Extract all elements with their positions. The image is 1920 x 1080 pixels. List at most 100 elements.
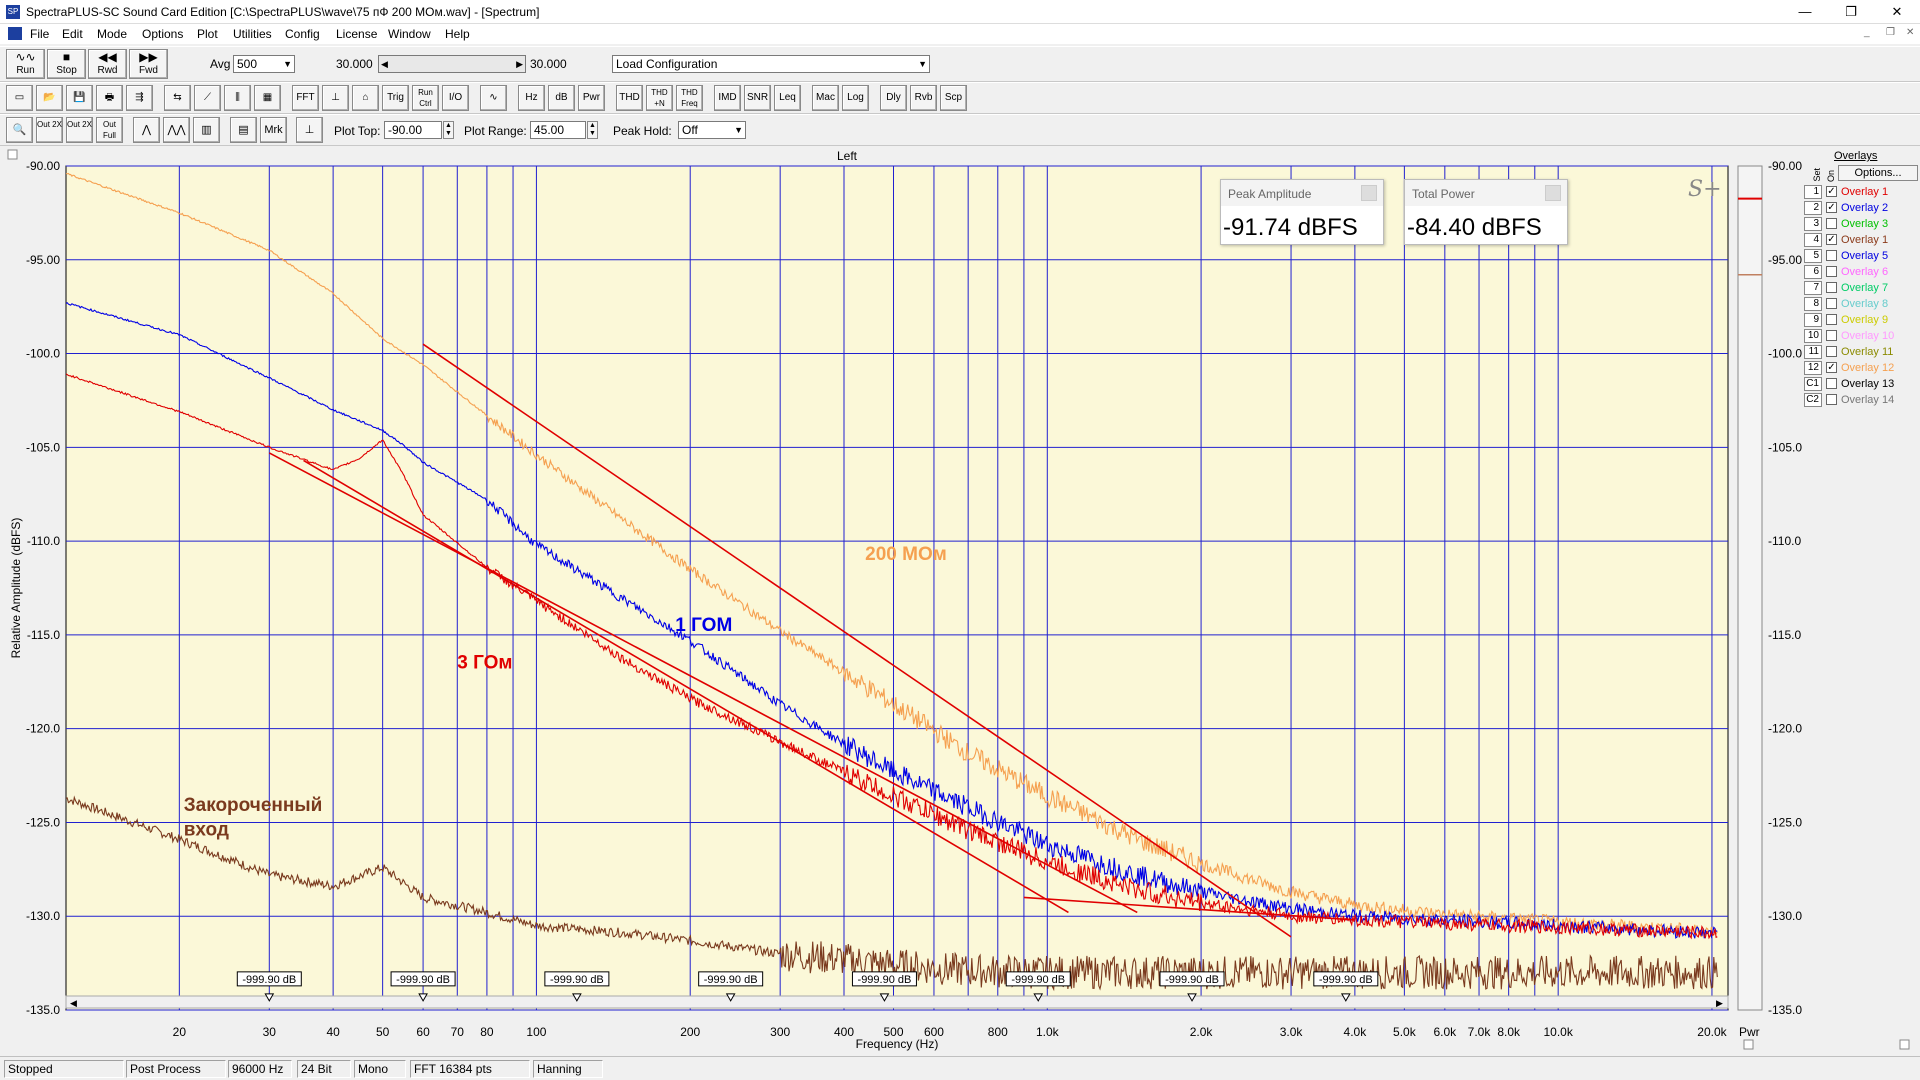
tool-14-button[interactable]: I/O — [442, 85, 469, 111]
tool-3-button[interactable]: 🖶 — [96, 85, 123, 111]
menu-config[interactable]: Config — [285, 27, 320, 41]
tool-28-button[interactable]: Rvb — [910, 85, 937, 111]
total-power-meter[interactable]: Total Power -84.40 dBFS — [1404, 179, 1568, 245]
overlay-options-button[interactable]: Options... — [1838, 165, 1918, 181]
overlay-set-button[interactable]: 5 — [1804, 249, 1822, 263]
marker-box[interactable] — [851, 971, 917, 987]
slider-left-arrow-icon[interactable]: ◀ — [381, 59, 388, 69]
minimize-button[interactable]: — — [1798, 4, 1812, 19]
overlay-checkbox[interactable] — [1826, 346, 1837, 357]
plot-tool-3-button[interactable]: Out Full — [96, 117, 123, 143]
tool-20-button[interactable]: THD +N — [646, 85, 673, 111]
plot-tool-7-button[interactable]: ▤ — [230, 117, 257, 143]
menu-utilities[interactable]: Utilities — [233, 27, 272, 41]
tool-7-button[interactable]: ⫼ — [224, 85, 251, 111]
tool-13-button[interactable]: Run Ctrl — [412, 85, 439, 111]
tool-5-button[interactable]: ⇆ — [164, 85, 191, 111]
close-button[interactable]: ✕ — [1891, 4, 1903, 19]
scroll-left-icon[interactable]: ◀ — [70, 998, 77, 1008]
plot-tool-6-button[interactable]: ▥ — [193, 117, 220, 143]
power-collapse-icon[interactable] — [1743, 1039, 1754, 1050]
fwd-button[interactable]: ▶▶ Fwd — [129, 49, 168, 79]
plot-tool-8-button[interactable]: Mrk — [260, 117, 287, 143]
meter-close-button[interactable] — [1361, 185, 1377, 201]
marker-box[interactable] — [1313, 971, 1379, 987]
tool-29-button[interactable]: Scp — [940, 85, 967, 111]
mdi-minimize-button[interactable]: _ — [1864, 27, 1870, 38]
overlay-set-button[interactable]: 6 — [1804, 265, 1822, 279]
spectrum-chart[interactable]: Left -90.00 -90.00 -95.00 -95.00 -100.0 -100.0… — [0, 148, 1920, 1058]
marker-box[interactable] — [1005, 971, 1071, 987]
tool-16-button[interactable]: Hz — [518, 85, 545, 111]
menu-help[interactable]: Help — [445, 27, 470, 41]
menu-file[interactable]: File — [30, 27, 50, 41]
overlay-set-button[interactable]: C1 — [1804, 377, 1822, 391]
overlay-checkbox[interactable] — [1826, 298, 1837, 309]
plot-top-input[interactable]: -90.00 — [384, 121, 442, 139]
horizontal-scrollbar[interactable] — [65, 995, 1729, 1009]
overlay-checkbox[interactable] — [1826, 218, 1837, 229]
rwd-button[interactable]: ◀◀ Rwd — [88, 49, 127, 79]
marker-box[interactable] — [390, 971, 456, 987]
plot-top-spinner[interactable]: ▲ ▼ — [443, 121, 454, 139]
tool-12-button[interactable]: Trig — [382, 85, 409, 111]
scroll-right-icon[interactable]: ▶ — [1716, 998, 1723, 1008]
tool-2-button[interactable]: 💾 — [66, 85, 93, 111]
marker-box[interactable] — [544, 971, 610, 987]
peak-hold-select[interactable]: Off ▼ — [678, 121, 746, 139]
tool-17-button[interactable]: dB — [548, 85, 575, 111]
overlay-set-button[interactable]: 9 — [1804, 313, 1822, 327]
tool-6-button[interactable]: ⟋ — [194, 85, 221, 111]
menu-edit[interactable]: Edit — [62, 27, 83, 41]
meter-close-button[interactable] — [1545, 185, 1561, 201]
overlay-set-button[interactable]: 11 — [1804, 345, 1822, 359]
overlay-set-button[interactable]: 12 — [1804, 361, 1822, 375]
tool-19-button[interactable]: THD — [616, 85, 643, 111]
mdi-doc-icon[interactable] — [8, 27, 22, 40]
peak-amplitude-meter[interactable]: Peak Amplitude -91.74 dBFS — [1220, 179, 1384, 245]
marker-box[interactable] — [236, 971, 302, 987]
menu-options[interactable]: Options — [142, 27, 184, 41]
plot-tool-1-button[interactable]: Out 2X — [36, 117, 63, 143]
overlay-set-button[interactable]: 1 — [1804, 185, 1822, 199]
tool-11-button[interactable]: ⌂ — [352, 85, 379, 111]
tool-1-button[interactable]: 📂 — [36, 85, 63, 111]
tool-9-button[interactable]: FFT — [292, 85, 319, 111]
overlay-checkbox[interactable] — [1826, 250, 1837, 261]
tool-21-button[interactable]: THD Freq — [676, 85, 703, 111]
tool-23-button[interactable]: SNR — [744, 85, 771, 111]
plot-tool-4-button[interactable]: ⋀ — [133, 117, 160, 143]
run-button[interactable]: ∿∿ Run — [6, 49, 45, 79]
overlay-set-button[interactable]: 10 — [1804, 329, 1822, 343]
plot-tool-2-button[interactable]: Out 2X — [66, 117, 93, 143]
overlay-checkbox[interactable]: ✓ — [1826, 234, 1837, 245]
tool-25-button[interactable]: Mac — [812, 85, 839, 111]
position-slider[interactable]: ◀ ▶ — [378, 55, 526, 73]
tool-22-button[interactable]: IMD — [714, 85, 741, 111]
overlay-checkbox[interactable] — [1826, 394, 1837, 405]
tool-27-button[interactable]: Dly — [880, 85, 907, 111]
overlay-set-button[interactable]: C2 — [1804, 393, 1822, 407]
overlay-set-button[interactable]: 2 — [1804, 201, 1822, 215]
overlay-set-button[interactable]: 7 — [1804, 281, 1822, 295]
slider-right-arrow-icon[interactable]: ▶ — [516, 59, 523, 69]
overlay-checkbox[interactable] — [1826, 378, 1837, 389]
tool-4-button[interactable]: ⇶ — [126, 85, 153, 111]
plot-tool-9-button[interactable]: ⊥ — [296, 117, 323, 143]
plot-range-spinner[interactable]: ▲ ▼ — [587, 121, 598, 139]
plot-tool-5-button[interactable]: ⋀⋀ — [163, 117, 190, 143]
tool-8-button[interactable]: ▦ — [254, 85, 281, 111]
menu-mode[interactable]: Mode — [97, 27, 128, 41]
tool-15-button[interactable]: ∿ — [480, 85, 507, 111]
plot-tool-0-button[interactable]: 🔍 — [6, 117, 33, 143]
configuration-select[interactable]: Load Configuration ▼ — [612, 55, 930, 73]
overlay-set-button[interactable]: 3 — [1804, 217, 1822, 231]
overlay-checkbox[interactable] — [1826, 314, 1837, 325]
tool-24-button[interactable]: Leq — [774, 85, 801, 111]
tool-10-button[interactable]: ⊥ — [322, 85, 349, 111]
overlay-checkbox[interactable] — [1826, 266, 1837, 277]
mdi-close-button[interactable]: ✕ — [1906, 27, 1915, 38]
collapse-icon[interactable] — [7, 149, 18, 160]
overlay-checkbox[interactable] — [1826, 282, 1837, 293]
tool-0-button[interactable]: ▭ — [6, 85, 33, 111]
